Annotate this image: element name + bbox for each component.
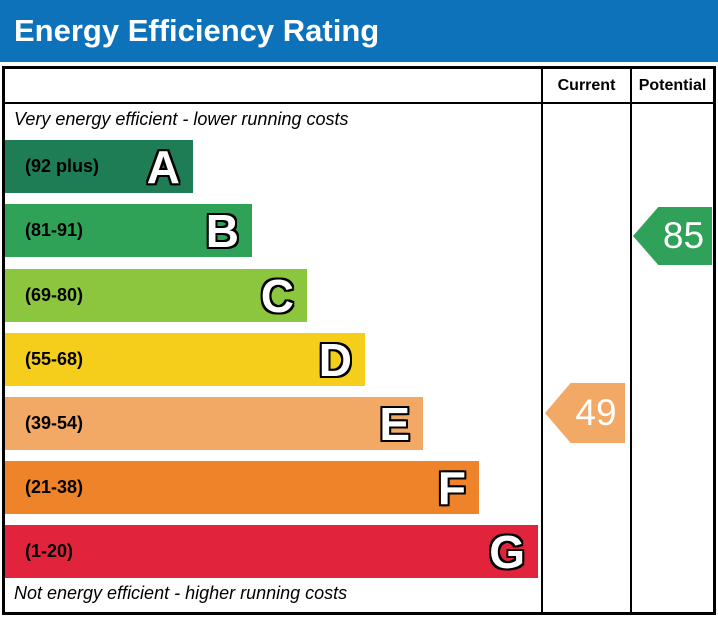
current-column-divider — [541, 69, 543, 612]
band-c-letter: C — [260, 269, 294, 322]
top-note: Very energy efficient - lower running co… — [14, 109, 349, 129]
band-g-range: (1-20) — [25, 541, 74, 561]
rating-table-body: Current Potential Very energy efficient … — [5, 69, 713, 612]
rating-table: Current Potential Very energy efficient … — [2, 66, 716, 615]
band-a-letter: A — [146, 140, 180, 193]
band-e-letter: E — [379, 397, 410, 450]
band-d: (55-68) D — [5, 333, 365, 386]
band-b: (81-91) B — [5, 204, 252, 257]
current-rating-arrow: 49 — [545, 383, 625, 443]
band-f-range: (21-38) — [25, 477, 84, 497]
chart-title-bar: Energy Efficiency Rating — [0, 0, 718, 62]
potential-rating-value: 85 — [662, 215, 705, 256]
bottom-note: Not energy efficient - higher running co… — [14, 583, 348, 603]
band-g-letter: G — [489, 525, 525, 578]
band-d-range: (55-68) — [25, 349, 84, 369]
header-row-divider — [5, 102, 713, 104]
band-a: (92 plus) A — [5, 140, 193, 193]
band-a-range: (92 plus) — [25, 156, 100, 176]
band-b-letter: B — [205, 204, 239, 257]
band-f: (21-38) F — [5, 461, 479, 514]
potential-column-divider — [630, 69, 632, 612]
band-c-range: (69-80) — [25, 285, 84, 305]
chart-title: Energy Efficiency Rating — [14, 13, 380, 48]
current-column-header: Current — [557, 76, 616, 94]
band-f-letter: F — [437, 461, 466, 514]
band-g: (1-20) G — [5, 525, 538, 578]
band-d-letter: D — [318, 333, 352, 386]
potential-rating-arrow: 85 — [633, 207, 712, 265]
band-e: (39-54) E — [5, 397, 423, 450]
band-b-range: (81-91) — [25, 220, 84, 240]
band-c: (69-80) C — [5, 269, 307, 322]
current-rating-value: 49 — [575, 392, 617, 433]
potential-column-header: Potential — [638, 76, 707, 94]
band-e-range: (39-54) — [25, 413, 84, 433]
